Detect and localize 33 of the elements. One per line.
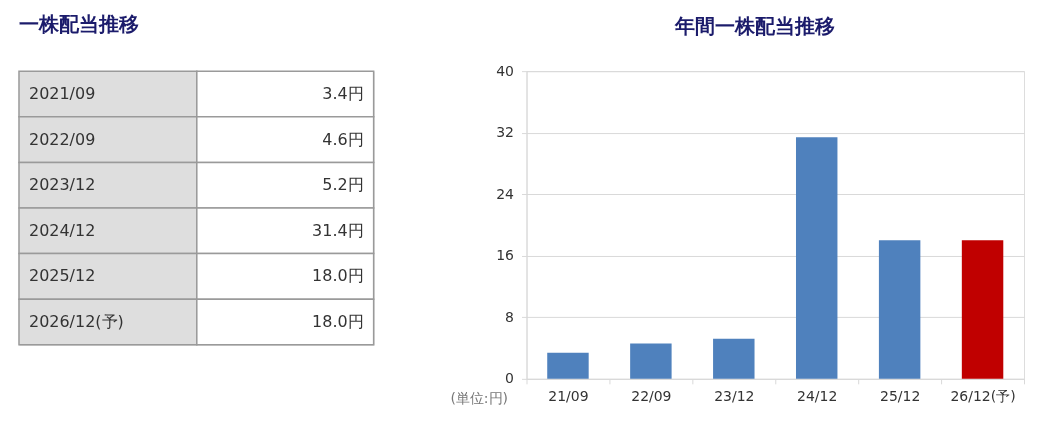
category-label: 2021/09 (28, 83, 96, 103)
x-tick-label: 26/12(予) (950, 388, 1016, 405)
y-tick-label: 8 (505, 308, 515, 325)
x-tick-label: 22/09 (631, 388, 672, 405)
text: 一株配当推移 (18, 12, 139, 37)
y-tick-label: 32 (496, 124, 515, 141)
text: 18.0円 (312, 266, 364, 286)
y-tick-label: 40 (496, 62, 515, 79)
y-tick-label: 0 (505, 370, 515, 387)
text: 4.6円 (322, 129, 364, 149)
x-tick-label: 25/12 (880, 388, 921, 405)
chart-title: 年間一株配当推移 (674, 14, 836, 39)
bar (878, 240, 921, 379)
bar (547, 352, 589, 379)
x-tick-label: 21/09 (548, 388, 589, 405)
x-tick-label: 23/12 (714, 388, 755, 405)
x-tick-label: 24/12 (797, 388, 838, 405)
category-label: 2025/12 (28, 266, 96, 286)
category-label: 2026/12(予) (28, 312, 124, 332)
bar (795, 137, 838, 379)
text: 31.4円 (312, 220, 364, 240)
y-axis-title: (単位:円) (450, 390, 509, 407)
text: 18.0円 (312, 312, 364, 332)
bar (961, 240, 1004, 379)
bar (713, 338, 755, 379)
text: 5.2円 (322, 175, 364, 195)
category-label: 2022/09 (28, 129, 96, 149)
category-label: 2024/12 (28, 220, 96, 240)
category-label: 2023/12 (28, 175, 96, 195)
bar (630, 343, 672, 379)
y-tick-label: 24 (496, 185, 515, 202)
y-tick-label: 16 (496, 247, 515, 264)
text: 3.4円 (322, 83, 364, 103)
